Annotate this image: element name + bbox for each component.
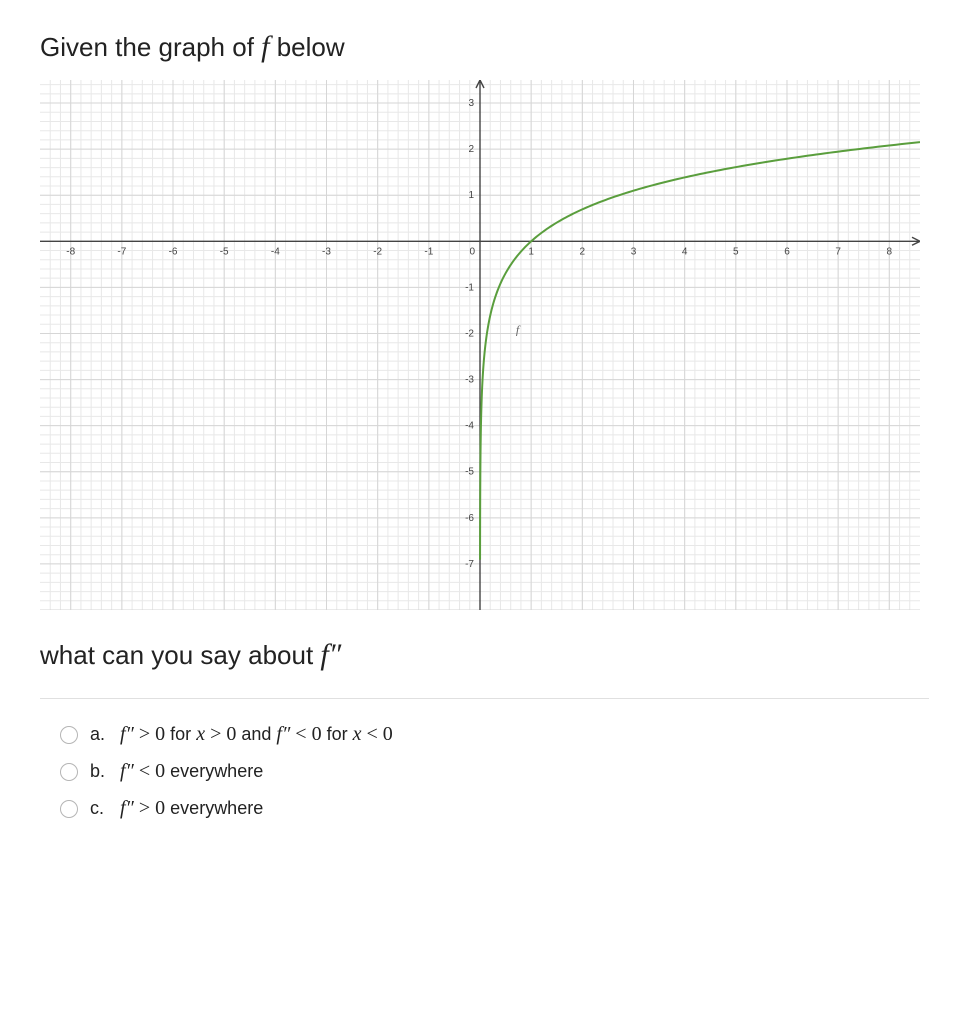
radio-button[interactable] [60, 800, 78, 818]
svg-text:-4: -4 [465, 421, 474, 432]
question-line-1: Given the graph of f below [40, 30, 929, 64]
answer-text: f″ > 0 for x > 0 and f″ < 0 for x < 0 [120, 723, 393, 746]
radio-button[interactable] [60, 726, 78, 744]
q-suffix: below [277, 32, 345, 62]
svg-text:-7: -7 [465, 559, 474, 570]
svg-text:5: 5 [733, 246, 739, 257]
svg-text:3: 3 [468, 98, 474, 109]
svg-text:-4: -4 [271, 246, 280, 257]
answer-text: f″ > 0 everywhere [120, 797, 263, 820]
svg-text:8: 8 [887, 246, 893, 257]
svg-text:-1: -1 [465, 282, 474, 293]
svg-text:2: 2 [580, 246, 586, 257]
svg-text:-6: -6 [465, 513, 474, 524]
svg-text:2: 2 [468, 144, 474, 155]
answer-option[interactable]: a. f″ > 0 for x > 0 and f″ < 0 for x < 0 [60, 723, 929, 746]
svg-text:-3: -3 [322, 246, 331, 257]
svg-text:-7: -7 [117, 246, 126, 257]
answer-text: f″ < 0 everywhere [120, 760, 263, 783]
answer-letter: c. [90, 798, 108, 819]
svg-text:-3: -3 [465, 375, 474, 386]
divider [40, 698, 929, 699]
svg-text:3: 3 [631, 246, 637, 257]
function-graph: -8 -7 -6 -5 -4 -3 -2 -1 0 1 2 3 4 5 6 7 8 -7 -6 -5 -4 -3 -2 -1 1… [40, 80, 920, 610]
answer-letter: b. [90, 761, 108, 782]
chart-container: -8 -7 -6 -5 -4 -3 -2 -1 0 1 2 3 4 5 6 7 8 -7 -6 -5 -4 -3 -2 -1 1… [40, 80, 929, 610]
prompt-func: f″ [320, 638, 341, 671]
svg-text:-5: -5 [220, 246, 229, 257]
svg-text:1: 1 [468, 190, 474, 201]
svg-text:-1: -1 [424, 246, 433, 257]
svg-text:0: 0 [469, 246, 475, 257]
q-func: f [261, 30, 269, 63]
answer-letter: a. [90, 724, 108, 745]
prompt-prefix: what can you say about [40, 640, 320, 670]
svg-text:6: 6 [784, 246, 790, 257]
answer-list: a. f″ > 0 for x > 0 and f″ < 0 for x < 0 b… [40, 723, 929, 820]
answer-option[interactable]: c. f″ > 0 everywhere [60, 797, 929, 820]
svg-text:-8: -8 [66, 246, 75, 257]
svg-text:-6: -6 [169, 246, 178, 257]
svg-text:-2: -2 [465, 328, 474, 339]
q-prefix: Given the graph of [40, 32, 261, 62]
radio-button[interactable] [60, 763, 78, 781]
svg-text:7: 7 [835, 246, 841, 257]
svg-text:1: 1 [528, 246, 534, 257]
answer-option[interactable]: b. f″ < 0 everywhere [60, 760, 929, 783]
svg-text:-5: -5 [465, 467, 474, 478]
svg-text:4: 4 [682, 246, 688, 257]
svg-text:-2: -2 [373, 246, 382, 257]
question-line-2: what can you say about f″ [40, 638, 929, 672]
